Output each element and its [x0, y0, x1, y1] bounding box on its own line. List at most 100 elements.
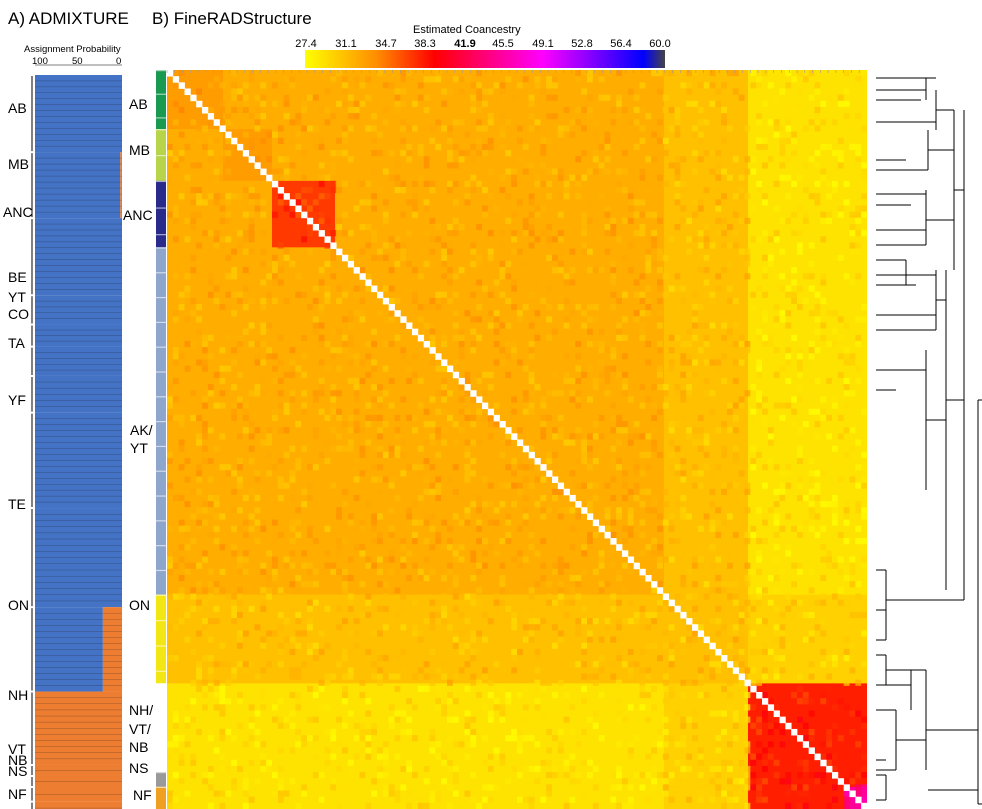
- heatmap-cell: [330, 611, 337, 619]
- heatmap-cell: [581, 106, 587, 114]
- heatmap-cell: [336, 568, 342, 575]
- heatmap-cell: [721, 488, 727, 495]
- heatmap-cell: [604, 205, 611, 212]
- heatmap-cell: [861, 476, 867, 483]
- heatmap-cell: [452, 316, 459, 323]
- heatmap-cell: [382, 655, 389, 662]
- heatmap-cell: [797, 685, 803, 692]
- heatmap-cell: [762, 710, 768, 717]
- heatmap-cell: [248, 704, 255, 711]
- heatmap-cell: [254, 106, 261, 114]
- heatmap-cell: [662, 636, 669, 643]
- heatmap-cell: [756, 137, 762, 144]
- heatmap-cell: [423, 618, 430, 625]
- heatmap-diagonal-cell: [686, 618, 693, 625]
- heatmap-cell: [861, 193, 867, 200]
- heatmap-cell: [697, 156, 704, 163]
- heatmap-cell: [330, 230, 337, 237]
- heatmap-cell: [540, 70, 547, 77]
- heatmap-cell: [260, 137, 267, 144]
- heatmap-cell: [627, 525, 634, 532]
- heatmap-cell: [820, 119, 827, 126]
- heatmap-cell: [826, 193, 832, 200]
- heatmap-cell: [295, 113, 302, 120]
- heatmap-cell: [417, 445, 424, 452]
- heatmap-cell: [476, 94, 482, 101]
- heatmap-cell: [190, 211, 197, 218]
- heatmap-cell: [557, 168, 564, 175]
- heatmap-cell: [260, 211, 267, 218]
- heatmap-cell: [849, 611, 856, 619]
- heatmap-cell: [213, 513, 220, 520]
- heatmap-cell: [482, 562, 488, 569]
- heatmap-cell: [721, 113, 727, 120]
- heatmap-cell: [435, 519, 442, 526]
- heatmap-cell: [697, 254, 704, 261]
- heatmap-cell: [604, 618, 611, 625]
- heatmap-cell: [342, 291, 348, 298]
- heatmap-cell: [412, 180, 418, 188]
- heatmap-cell: [441, 340, 447, 348]
- heatmap-cell: [534, 205, 541, 212]
- heatmap-cell: [178, 156, 185, 163]
- heatmap-cell: [452, 217, 459, 224]
- heatmap-cell: [342, 618, 348, 625]
- heatmap-cell: [703, 519, 710, 526]
- heatmap-cell: [697, 470, 704, 477]
- heatmap-cell: [616, 414, 622, 422]
- heatmap-cell: [528, 765, 535, 773]
- heatmap-cell: [797, 599, 803, 606]
- heatmap-cell: [756, 568, 762, 575]
- heatmap-cell: [861, 125, 867, 132]
- heatmap-cell: [266, 550, 272, 557]
- heatmap-cell: [289, 162, 296, 169]
- heatmap-cell: [295, 630, 302, 637]
- heatmap-cell: [178, 70, 185, 77]
- heatmap-cell: [248, 390, 255, 397]
- heatmap-cell: [447, 544, 453, 551]
- heatmap-cell: [388, 722, 395, 729]
- heatmap-cell: [627, 618, 634, 625]
- heatmap-cell: [365, 501, 372, 508]
- heatmap-cell: [487, 291, 494, 298]
- heatmap-cell: [732, 784, 739, 791]
- heatmap-cell: [715, 174, 722, 181]
- heatmap-cell: [785, 156, 792, 163]
- heatmap-cell: [382, 605, 389, 612]
- heatmap-cell: [528, 445, 535, 452]
- heatmap-cell: [762, 482, 768, 489]
- heatmap-cell: [721, 790, 727, 797]
- heatmap-cell: [557, 427, 564, 434]
- heatmap-cell: [546, 507, 552, 514]
- heatmap-cell: [272, 716, 278, 723]
- heatmap-cell: [330, 384, 337, 391]
- heatmap-cell: [692, 70, 698, 77]
- heatmap-cell: [371, 359, 377, 366]
- heatmap-cell: [429, 747, 436, 754]
- heatmap-cell: [820, 236, 827, 243]
- heatmap-cell: [639, 223, 646, 231]
- heatmap-cell: [569, 728, 576, 736]
- heatmap-diagonal-cell: [528, 451, 535, 459]
- heatmap-cell: [797, 525, 803, 532]
- heatmap-cell: [773, 605, 780, 612]
- heatmap-cell: [242, 556, 249, 563]
- heatmap-cell: [826, 143, 832, 151]
- heatmap-cell: [172, 716, 179, 723]
- heatmap-cell: [347, 772, 354, 779]
- heatmap-cell: [592, 131, 599, 138]
- heatmap-cell: [231, 507, 237, 514]
- heatmap-cell: [750, 538, 757, 545]
- heatmap-cell: [423, 765, 430, 773]
- heatmap-cell: [266, 439, 272, 446]
- heatmap-cell: [412, 531, 418, 539]
- heatmap-cell: [750, 384, 757, 391]
- heatmap-cell: [715, 667, 722, 674]
- heatmap-cell: [697, 242, 704, 249]
- heatmap-cell: [808, 310, 815, 317]
- heatmap-cell: [347, 710, 354, 717]
- heatmap-cell: [855, 482, 862, 489]
- heatmap-cell: [721, 377, 727, 385]
- heatmap-cell: [680, 457, 687, 465]
- heatmap-cell: [452, 199, 459, 206]
